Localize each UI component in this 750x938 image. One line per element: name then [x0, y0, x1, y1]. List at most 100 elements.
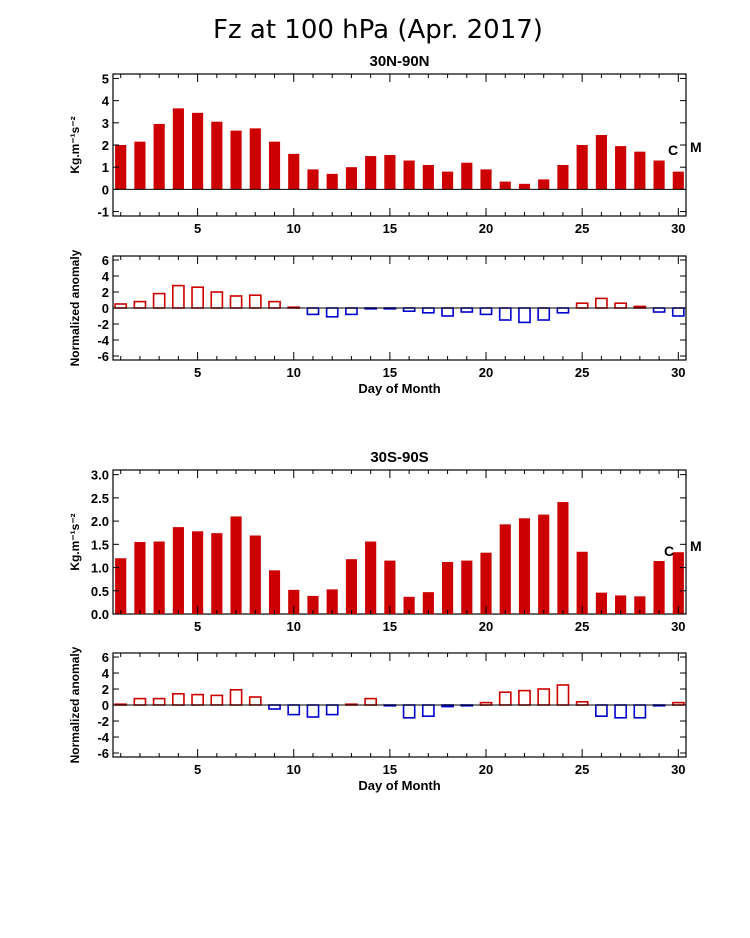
x-axis-label: Day of Month	[358, 381, 440, 396]
bar	[307, 169, 319, 190]
bar	[133, 697, 147, 706]
y-tick-label: 5	[102, 71, 109, 86]
x-tick-label: 20	[479, 619, 493, 634]
y-axis-label: Normalized anomaly	[68, 646, 82, 763]
bar	[633, 704, 647, 719]
panel-3: 0.0 0.5 1.0 1.5 2.0 2.5 3.0 5 10 15 20 25 30 30S-90S K…	[68, 449, 702, 634]
x-tick-label: 25	[575, 762, 589, 777]
bar	[653, 160, 665, 190]
bar	[288, 589, 300, 614]
bar	[114, 303, 128, 309]
bar	[172, 108, 184, 190]
bar	[268, 704, 281, 710]
x-tick-label: 30	[671, 762, 685, 777]
x-tick-label: 5	[194, 762, 201, 777]
bar	[537, 688, 551, 706]
bar	[384, 154, 396, 190]
bar	[307, 595, 319, 614]
bar	[595, 704, 608, 717]
y-tick-label: 0.0	[91, 607, 109, 622]
y-tick-label: -4	[97, 333, 109, 348]
panel-title: 30S-90S	[370, 449, 428, 466]
bar	[480, 552, 492, 614]
y-tick-label: 3	[102, 116, 109, 131]
panel-1: -1 0 1 2 3 4 5 5 10 15 20 25 30 30N-90N Kg.m⁻¹s⁻² C M	[68, 53, 702, 236]
bar	[595, 297, 608, 309]
y-tick-label: 0.5	[91, 584, 109, 599]
x-tick-label: 10	[287, 619, 301, 634]
annotation-c: C	[664, 543, 674, 559]
bar	[191, 286, 204, 309]
y-tick-label: 6	[102, 650, 109, 665]
bar	[172, 527, 184, 614]
y-tick-label: -1	[97, 205, 109, 220]
bars	[115, 108, 684, 190]
x-tick-label: 25	[575, 619, 589, 634]
bar	[230, 516, 242, 614]
x-tick-label: 10	[287, 762, 301, 777]
x-tick-label: 10	[287, 365, 301, 380]
bar	[152, 697, 166, 706]
bar	[498, 691, 512, 706]
bar	[384, 560, 396, 614]
bars	[115, 502, 684, 614]
x-tick-label: 5	[194, 365, 201, 380]
bar	[538, 179, 550, 190]
bar	[518, 689, 531, 706]
y-tick-label: 6	[102, 253, 109, 268]
bar	[614, 704, 628, 719]
y-tick-label: 1.0	[91, 561, 109, 576]
x-tick-label: 5	[194, 619, 201, 634]
x-tick-label: 30	[671, 365, 685, 380]
bar	[210, 291, 224, 309]
x-tick-label: 10	[287, 221, 301, 236]
bar	[249, 128, 261, 190]
bar	[518, 518, 531, 614]
bar	[421, 307, 435, 314]
bar	[498, 307, 512, 321]
bar	[557, 502, 569, 614]
y-axis-label: Kg.m⁻¹s⁻²	[68, 513, 82, 570]
bar	[499, 181, 511, 190]
y-tick-label: 0	[102, 301, 109, 316]
y-tick-label: 4	[102, 94, 110, 109]
y-tick-label: 1.5	[91, 537, 109, 552]
y-tick-label: -2	[97, 317, 109, 332]
bar	[345, 307, 358, 316]
bar	[229, 688, 243, 706]
bar	[518, 307, 531, 324]
bar	[115, 558, 127, 614]
panel-title: 30N-90N	[369, 53, 429, 70]
x-tick-label: 30	[671, 619, 685, 634]
y-axis-label: Normalized anomaly	[68, 249, 82, 366]
figure-title: Fz at 100 hPa (Apr. 2017)	[213, 15, 543, 45]
x-tick-label: 30	[671, 221, 685, 236]
bar	[230, 130, 242, 190]
bar	[479, 307, 493, 316]
bar	[441, 171, 454, 190]
x-tick-label: 25	[575, 221, 589, 236]
bar	[402, 704, 416, 719]
bar	[134, 141, 146, 190]
bar	[422, 592, 434, 614]
bar	[480, 169, 492, 190]
bar	[325, 704, 339, 716]
y-tick-label: -4	[97, 730, 109, 745]
bar	[461, 162, 473, 190]
bar	[421, 704, 435, 717]
bar	[249, 535, 261, 614]
bar	[537, 307, 551, 321]
bar	[576, 145, 588, 190]
bar	[345, 559, 358, 614]
bar	[268, 570, 281, 614]
bar	[556, 684, 570, 706]
bar	[614, 302, 628, 309]
bar	[403, 596, 415, 614]
bar	[326, 589, 338, 614]
x-tick-label: 15	[383, 365, 397, 380]
x-axis-label: Day of Month	[358, 778, 440, 793]
y-tick-label: 2	[102, 138, 109, 153]
bar	[615, 595, 627, 614]
bar	[192, 112, 204, 190]
